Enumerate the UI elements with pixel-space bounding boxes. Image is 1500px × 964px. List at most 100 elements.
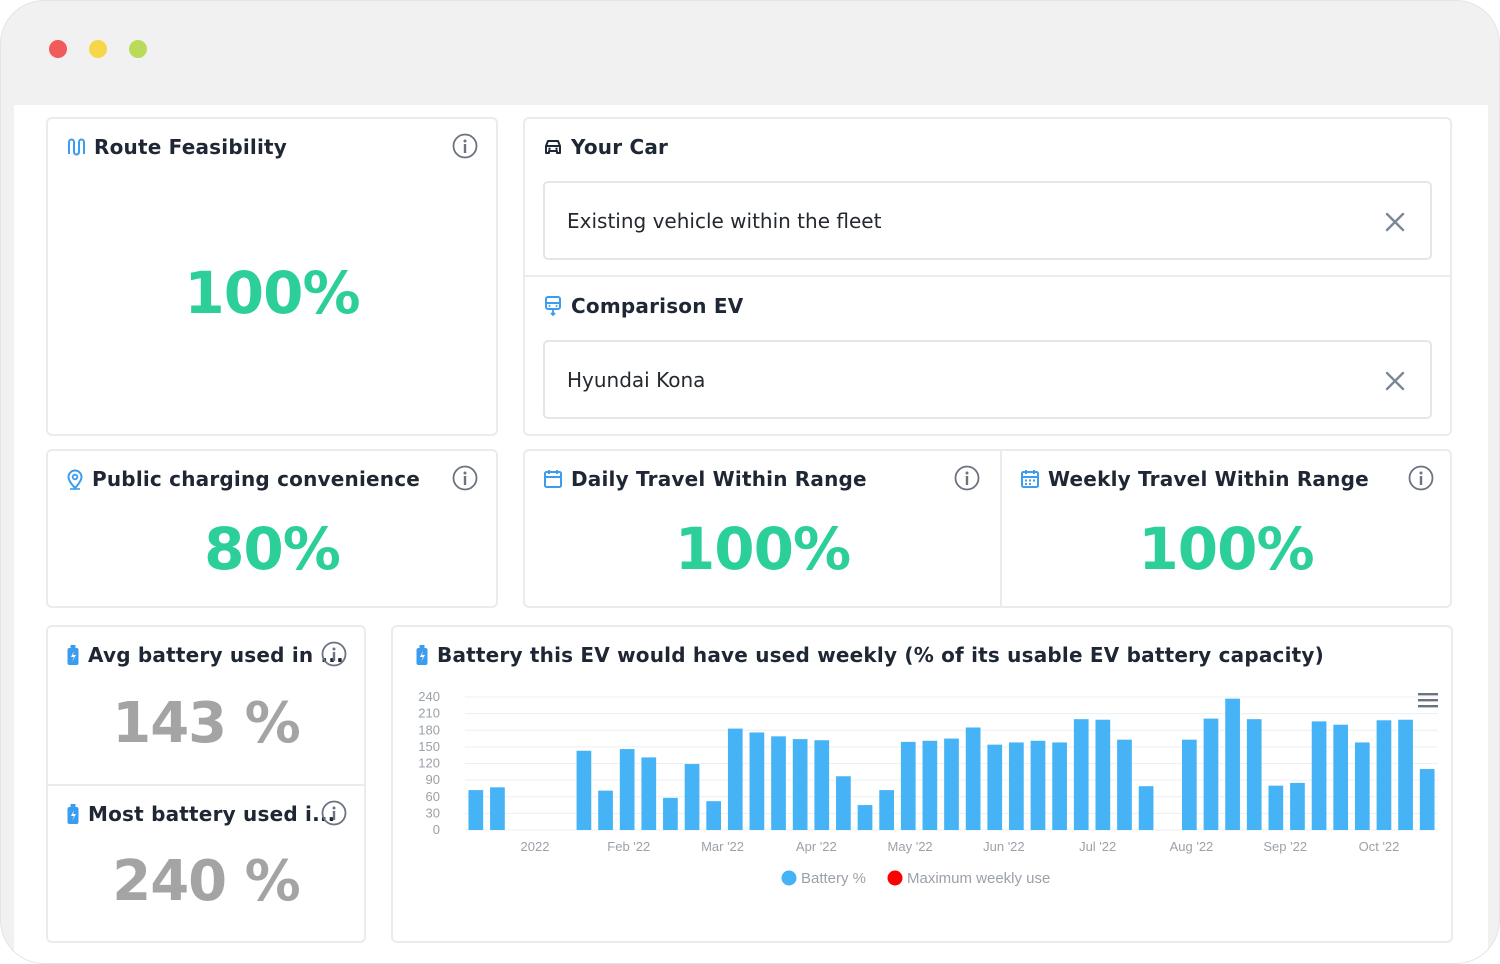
chart-bar[interactable] [1333, 724, 1349, 830]
y-tick-label: 210 [418, 706, 440, 721]
chart-bar[interactable] [1268, 785, 1284, 830]
chart-bar[interactable] [1052, 742, 1067, 830]
legend-label[interactable]: Battery % [801, 870, 866, 887]
route-feasibility-header: Route Feasibility [66, 135, 287, 159]
chart-bar[interactable] [490, 787, 505, 830]
chart-bar[interactable] [1095, 719, 1111, 830]
travel-range-card: Daily Travel Within Range 100% Weekly Tr… [523, 449, 1452, 608]
chart-bar[interactable] [1181, 739, 1197, 830]
chart-bar[interactable] [1138, 786, 1154, 830]
y-tick-label: 0 [433, 822, 440, 837]
avg-battery-value: 143 % [112, 691, 301, 756]
chart-bar[interactable] [987, 744, 1003, 830]
chart-header: Battery this EV would have used weekly (… [415, 643, 1324, 667]
most-battery-header: Most battery used i... [66, 802, 335, 826]
public-charging-value: 80% [204, 515, 341, 583]
public-charging-card: Public charging convenience 80% [46, 449, 498, 608]
chart-bar[interactable] [576, 750, 592, 830]
public-charging-header: Public charging convenience [66, 467, 420, 491]
battery-icon [67, 645, 79, 665]
y-tick-label: 240 [418, 689, 440, 704]
chart-bar[interactable] [1290, 782, 1305, 830]
weekly-travel-title: Weekly Travel Within Range [1048, 467, 1369, 491]
weekly-battery-chart-card: Battery this EV would have used weekly (… [391, 625, 1453, 943]
card-divider [525, 275, 1450, 277]
battery-usage-card: Avg battery used in ... 143 % Most batte… [46, 625, 366, 943]
chart-bar[interactable] [1203, 718, 1219, 830]
chart-bar[interactable] [663, 797, 678, 830]
chart-bar[interactable] [684, 764, 700, 830]
weekly-travel-header: Weekly Travel Within Range [1020, 467, 1369, 491]
chart-bar[interactable] [1246, 719, 1262, 830]
chart-bar[interactable] [749, 732, 765, 830]
chart-title: Battery this EV would have used weekly (… [437, 643, 1324, 667]
chart-bar[interactable] [1419, 769, 1435, 830]
info-icon[interactable] [321, 641, 347, 667]
chart-bar[interactable] [857, 805, 873, 830]
chart-bar[interactable] [879, 790, 894, 830]
your-car-header: Your Car [543, 135, 668, 159]
comparison-ev-title: Comparison EV [571, 294, 744, 318]
maximize-window-button[interactable] [129, 40, 147, 58]
close-window-button[interactable] [49, 40, 67, 58]
most-battery-title: Most battery used i... [88, 802, 336, 826]
info-icon[interactable] [321, 800, 347, 826]
chart-bar[interactable] [944, 738, 959, 830]
info-icon[interactable] [452, 133, 478, 159]
y-tick-label: 60 [426, 789, 440, 804]
chart-bar[interactable] [814, 740, 830, 830]
y-tick-label: 30 [426, 805, 440, 820]
route-feasibility-value: 100% [184, 259, 360, 327]
close-icon[interactable] [1384, 370, 1406, 392]
weekly-travel-value: 100% [1138, 515, 1314, 583]
chart-bar[interactable] [1311, 721, 1327, 830]
route-feasibility-card: Route Feasibility 100% [46, 117, 498, 436]
comparison-ev-select[interactable]: Hyundai Kona [543, 340, 1432, 419]
vehicle-selection-card: Your Car Existing vehicle within the fle… [523, 117, 1452, 436]
close-icon[interactable] [1384, 211, 1406, 233]
ev-charger-icon [545, 296, 561, 317]
chart-bar[interactable] [1009, 742, 1024, 830]
chart-bar[interactable] [922, 740, 938, 830]
x-tick-label: Jun '22 [983, 839, 1025, 854]
chart-menu-icon[interactable] [1418, 693, 1438, 708]
chart-bar[interactable] [1225, 698, 1240, 830]
chart-bar[interactable] [900, 741, 916, 830]
chart-bar[interactable] [792, 739, 808, 830]
legend-marker [887, 870, 903, 886]
chart-bar[interactable] [1073, 719, 1089, 830]
your-car-select[interactable]: Existing vehicle within the fleet [543, 181, 1432, 260]
card-divider [48, 784, 364, 786]
chart-bar[interactable] [598, 790, 613, 830]
chart-bar[interactable] [706, 801, 722, 830]
chart-bar[interactable] [771, 736, 786, 830]
route-icon [68, 138, 85, 156]
card-divider [1000, 451, 1002, 606]
chart-bar[interactable] [965, 727, 981, 830]
avg-battery-header: Avg battery used in ... [66, 643, 344, 667]
y-tick-label: 150 [418, 739, 440, 754]
info-icon[interactable] [452, 465, 478, 491]
chart-bar[interactable] [1376, 720, 1392, 830]
chart-bar[interactable] [619, 749, 635, 830]
legend-label[interactable]: Maximum weekly use [907, 870, 1050, 887]
chart-bar[interactable] [727, 728, 743, 830]
location-pin-icon [67, 469, 83, 490]
chart-bar[interactable] [468, 790, 484, 830]
chart-bar[interactable] [1030, 740, 1046, 830]
chart-bar[interactable] [836, 776, 851, 830]
dashboard: Route Feasibility 100% Your Car Existing… [14, 105, 1488, 963]
chart-bar[interactable] [641, 757, 657, 830]
x-tick-label: 2022 [521, 839, 550, 854]
chart-bar[interactable] [1398, 719, 1413, 830]
info-icon[interactable] [954, 465, 980, 491]
route-feasibility-title: Route Feasibility [94, 135, 288, 159]
chart-bar[interactable] [1117, 739, 1132, 830]
chart-bar[interactable] [1354, 742, 1370, 830]
info-icon[interactable] [1408, 465, 1434, 491]
calendar-grid-icon [1021, 470, 1039, 488]
comparison-ev-selected-value: Hyundai Kona [567, 367, 706, 392]
minimize-window-button[interactable] [89, 40, 107, 58]
y-tick-label: 180 [418, 722, 440, 737]
